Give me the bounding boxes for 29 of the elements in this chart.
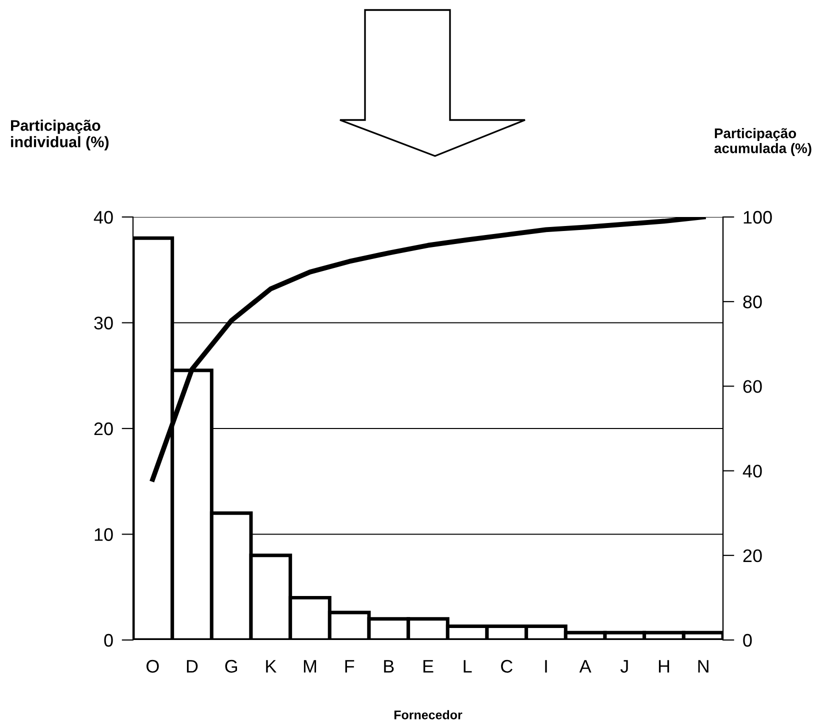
x-tick-label: B: [384, 660, 394, 673]
x-tick-label: N: [698, 660, 708, 673]
x-tick-label: F: [345, 660, 354, 673]
x-tick-label: D: [186, 660, 198, 673]
y2-tick-label: 40: [742, 464, 762, 478]
y-axis-title: Participação individual (%): [11, 120, 109, 150]
y-tick-label: 0: [104, 634, 113, 647]
y2-tick-label: 60: [743, 380, 762, 393]
y-tick-label: 20: [94, 422, 113, 436]
x-tick-label: K: [266, 660, 276, 673]
x-tick-label: M: [304, 660, 316, 673]
y2-tick-label: 20: [743, 549, 762, 562]
x-tick-label: E: [423, 660, 434, 673]
x-tick-label: G: [225, 660, 238, 673]
x-tick-label: H: [658, 660, 670, 673]
x-tick-label: A: [579, 660, 592, 673]
x-tick-label: L: [464, 660, 472, 673]
y2-tick-label: 100: [744, 210, 772, 224]
y-tick-label: 40: [94, 210, 113, 224]
y-tick-label: 10: [94, 528, 113, 541]
x-tick-label: I: [545, 660, 547, 673]
y2-tick-label: 0: [743, 634, 752, 647]
y-tick-label: 30: [94, 316, 113, 330]
y2-tick-label: 80: [743, 296, 762, 308]
x-axis-title: Fornecedor: [394, 710, 462, 720]
y2-axis-title: Participação acumulada (%): [714, 128, 812, 156]
x-tick-label: C: [501, 660, 512, 673]
x-tick-label: O: [146, 660, 159, 673]
x-tick-label: J: [620, 660, 628, 673]
